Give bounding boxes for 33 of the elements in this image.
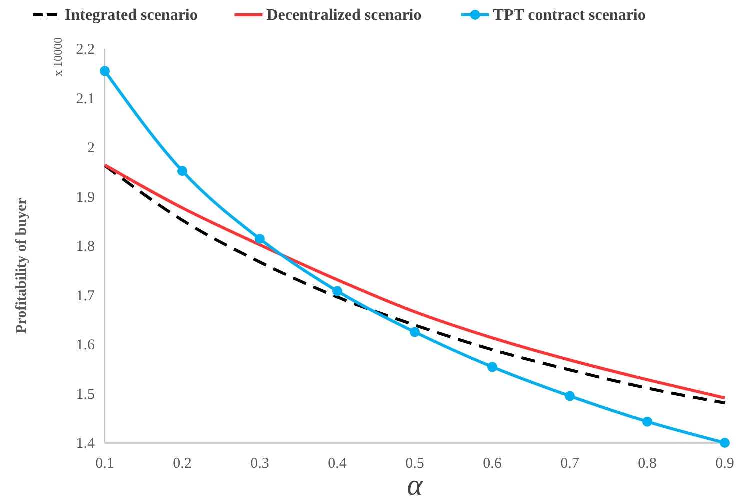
point — [332, 286, 342, 296]
x-tick-label: 0.1 — [96, 456, 114, 472]
y-tick-label: 1.9 — [76, 190, 95, 206]
x-tick-label: 0.9 — [716, 456, 734, 472]
x-tick-label: 0.5 — [406, 456, 424, 472]
point — [488, 362, 498, 372]
x-tick-label: 0.4 — [328, 456, 348, 472]
x-tick-label: 0.7 — [560, 456, 580, 472]
x-axis-title: α — [407, 469, 424, 502]
y-tick-label: 1.6 — [76, 338, 96, 354]
x-tick-label: 0.3 — [250, 456, 270, 472]
y-tick-label: 1.8 — [76, 239, 95, 255]
y-tick-label: 1.5 — [76, 386, 95, 403]
x-tick-label: 0.6 — [483, 456, 502, 472]
y-tick-label: 2.1 — [76, 91, 95, 108]
point — [642, 416, 652, 427]
legend-label: TPT contract scenario — [493, 7, 646, 24]
point — [255, 234, 265, 244]
y-tick-label: 2.2 — [76, 42, 95, 58]
x-tick-label: 0.8 — [638, 456, 657, 472]
legend-label: Decentralized scenario — [266, 7, 422, 24]
x-tick-label: 0.2 — [173, 456, 192, 472]
y-axis-title: Profitability of buyer — [14, 198, 30, 334]
y-tick-label: 1.4 — [76, 436, 96, 452]
point — [178, 166, 188, 176]
point — [565, 391, 575, 402]
y-tick-label: 2 — [88, 140, 95, 156]
point — [410, 327, 420, 338]
legend-label: Integrated scenario — [65, 7, 198, 24]
y-tick-label: 1.7 — [76, 288, 96, 304]
text: x 10000 — [51, 38, 65, 76]
point — [720, 438, 730, 448]
point — [100, 66, 110, 76]
